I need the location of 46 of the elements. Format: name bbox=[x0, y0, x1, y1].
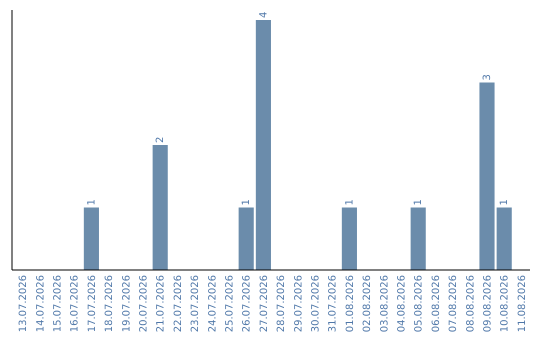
x-tick-label: 06.08.2026 bbox=[430, 275, 442, 332]
bar bbox=[496, 208, 512, 270]
data-label: 2 bbox=[155, 136, 166, 143]
data-label: 3 bbox=[482, 74, 493, 80]
x-tick-label: 26.07.2026 bbox=[242, 275, 253, 332]
x-tick-label: 21.07.2026 bbox=[156, 275, 167, 332]
x-tick-label: 09.08.2026 bbox=[482, 275, 494, 332]
x-tick-label: 25.07.2026 bbox=[224, 275, 236, 332]
x-tick-label: 20.07.2026 bbox=[138, 275, 150, 332]
data-label: 1 bbox=[241, 199, 252, 206]
data-label: 1 bbox=[499, 199, 510, 206]
x-tick-label: 10.08.2026 bbox=[500, 275, 511, 332]
data-label: 1 bbox=[413, 199, 424, 206]
x-tick-label: 04.08.2026 bbox=[396, 275, 408, 332]
x-tick-label: 02.08.2026 bbox=[362, 275, 374, 332]
data-label: 1 bbox=[344, 199, 356, 206]
bar bbox=[410, 208, 426, 270]
x-tick-label: 30.07.2026 bbox=[310, 275, 322, 332]
x-tick-label: 23.07.2026 bbox=[190, 275, 202, 332]
x-tick-label: 08.08.2026 bbox=[465, 275, 476, 332]
x-tick-label: 01.08.2026 bbox=[344, 275, 356, 332]
bar bbox=[84, 208, 99, 270]
x-tick-label: 24.07.2026 bbox=[207, 275, 218, 332]
x-tick-label: 17.07.2026 bbox=[86, 275, 98, 332]
x-tick-label: 14.07.2026 bbox=[35, 275, 46, 332]
x-tick-label: 11.08.2026 bbox=[516, 275, 528, 332]
x-tick-label: 27.07.2026 bbox=[258, 275, 270, 332]
x-tick-label: 03.08.2026 bbox=[379, 275, 390, 332]
x-tick-label: 05.08.2026 bbox=[414, 275, 425, 332]
bar bbox=[342, 208, 357, 270]
x-tick-label: 28.07.2026 bbox=[276, 275, 288, 332]
bar bbox=[152, 145, 168, 270]
x-tick-label: 18.07.2026 bbox=[104, 275, 116, 332]
x-tick-label: 07.08.2026 bbox=[448, 275, 460, 332]
x-tick-label: 29.07.2026 bbox=[293, 275, 304, 332]
x-tick-label: 13.07.2026 bbox=[18, 275, 30, 332]
x-tick-label: 15.07.2026 bbox=[52, 275, 64, 332]
data-label: 1 bbox=[86, 199, 98, 206]
x-tick-label: 19.07.2026 bbox=[121, 275, 132, 332]
data-label: 4 bbox=[258, 12, 270, 18]
bar bbox=[256, 20, 271, 270]
x-tick-label: 31.07.2026 bbox=[328, 275, 339, 332]
bar bbox=[238, 208, 254, 270]
bar bbox=[479, 82, 495, 270]
x-tick-label: 22.07.2026 bbox=[172, 275, 184, 332]
x-tick-label: 16.07.2026 bbox=[70, 275, 81, 332]
